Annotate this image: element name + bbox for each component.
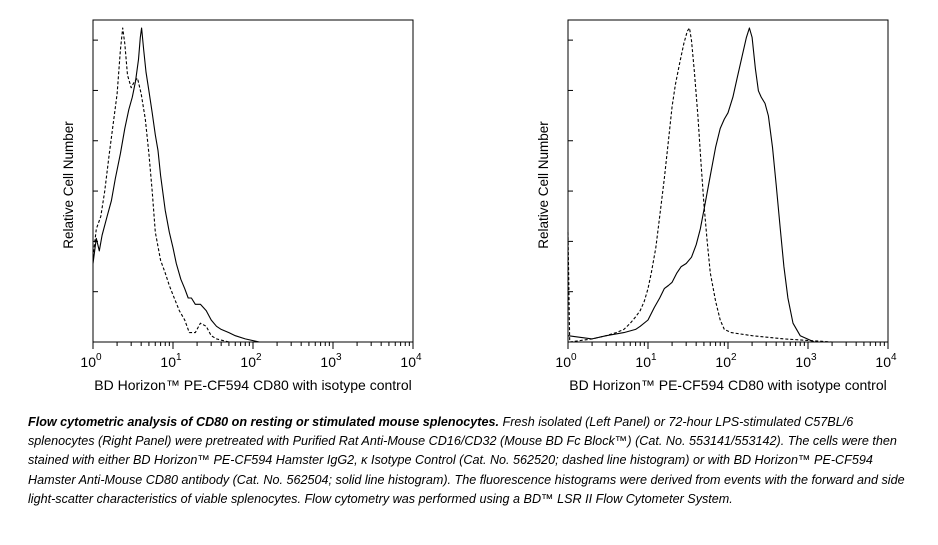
y-axis-label: Relative Cell Number (61, 121, 76, 249)
isotype-control-histogram (567, 27, 888, 343)
caption-body: Fresh isolated (Left Panel) or 72-hour L… (28, 415, 905, 506)
x-axis-label: BD Horizon™ PE-CF594 CD80 with isotype c… (94, 377, 411, 393)
cd80-antibody-histogram (567, 27, 888, 343)
x-tick-exponent: 3 (811, 352, 817, 363)
x-tick-exponent: 1 (176, 352, 182, 363)
x-axis-label: BD Horizon™ PE-CF594 CD80 with isotype c… (569, 377, 886, 393)
x-tick-label: 100 (80, 352, 102, 370)
x-tick-exponent: 4 (891, 352, 897, 363)
x-tick-label: 103 (795, 352, 817, 370)
x-tick-exponent: 3 (336, 352, 342, 363)
x-tick-label: 104 (400, 352, 422, 370)
x-tick-exponent: 0 (96, 352, 102, 363)
x-tick-label: 102 (715, 352, 737, 370)
x-tick-label: 103 (320, 352, 342, 370)
figure-caption: Flow cytometric analysis of CD80 on rest… (28, 413, 908, 509)
cd80-antibody-histogram (92, 27, 413, 343)
x-tick-label: 101 (635, 352, 657, 370)
x-tick-label: 104 (875, 352, 897, 370)
caption-lead: Flow cytometric analysis of CD80 on rest… (28, 415, 499, 429)
x-tick-exponent: 2 (731, 352, 737, 363)
plot-frame (92, 19, 414, 343)
x-tick-label: 102 (240, 352, 262, 370)
x-tick-exponent: 0 (571, 352, 577, 363)
plot-frame (567, 19, 889, 343)
y-axis-label: Relative Cell Number (536, 121, 551, 249)
x-tick-exponent: 4 (416, 352, 422, 363)
x-tick-label: 100 (555, 352, 577, 370)
x-tick-exponent: 2 (256, 352, 262, 363)
x-tick-exponent: 1 (651, 352, 657, 363)
isotype-control-histogram (92, 27, 413, 343)
x-tick-label: 101 (160, 352, 182, 370)
